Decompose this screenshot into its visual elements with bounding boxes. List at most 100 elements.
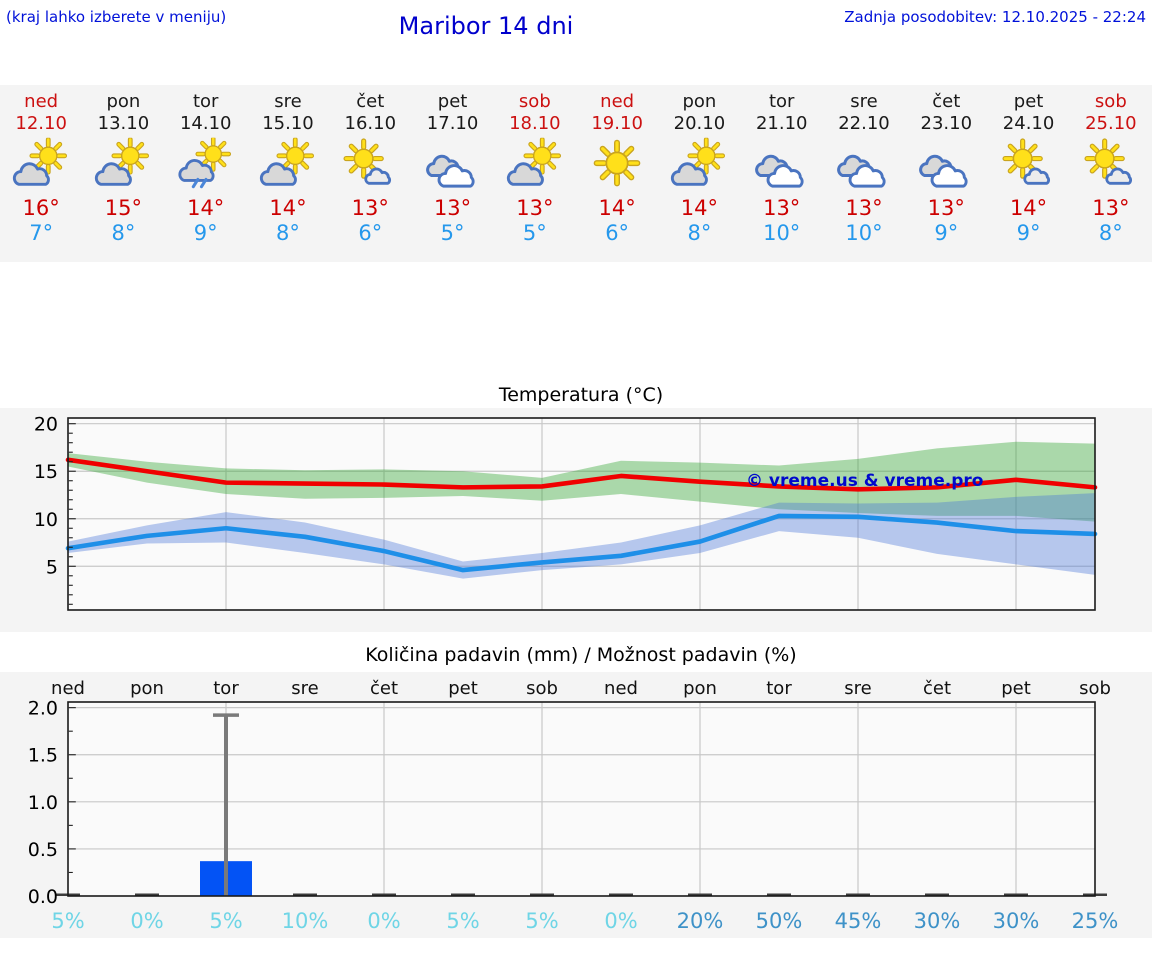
forecast-day-18.10[interactable]: sob 18.10 13° 5° xyxy=(494,85,576,262)
day-name: sob xyxy=(518,91,551,112)
temp-ytick-label: 20 xyxy=(34,414,58,436)
precip-day-label: čet xyxy=(370,678,398,699)
cloudy-icon xyxy=(753,136,811,192)
mostly-sunny-icon xyxy=(1082,136,1140,192)
precip-probability: 50% xyxy=(756,909,803,933)
day-name: pon xyxy=(682,91,717,112)
precip-probability: 5% xyxy=(525,909,558,933)
precipitation-chart: ned pon tor sre čet pet sob ned pon tor sre čet pet s… xyxy=(0,672,1152,938)
precip-probability: 10% xyxy=(282,909,329,933)
low-temp: 9° xyxy=(193,221,218,245)
precip-zero-mark xyxy=(135,893,159,896)
low-temp: 10° xyxy=(845,221,883,245)
mostly-sunny-icon xyxy=(1000,136,1058,192)
low-temp: 8° xyxy=(1098,221,1123,245)
day-name: pet xyxy=(1013,91,1044,112)
forecast-day-23.10[interactable]: čet 23.10 13° 9° xyxy=(905,85,987,262)
forecast-day-20.10[interactable]: pon 20.10 14° 8° xyxy=(658,85,740,262)
day-date: 24.10 xyxy=(1002,113,1055,134)
forecast-strip: ned 12.10 16° 7° pon 13.10 15° 8° tor 14.10 14° 9° s… xyxy=(0,85,1152,262)
day-date: 17.10 xyxy=(426,113,479,134)
day-date: 23.10 xyxy=(920,113,973,134)
high-temp: 13° xyxy=(351,196,389,220)
watermark-link[interactable]: © vreme.us & vreme.pro xyxy=(746,471,983,491)
temp-axis-ticks xyxy=(68,423,76,605)
precip-day-label: sob xyxy=(526,678,558,699)
day-date: 20.10 xyxy=(673,113,726,134)
day-date: 12.10 xyxy=(15,113,67,134)
cloudy-icon xyxy=(835,136,893,192)
precip-day-label: sre xyxy=(291,678,318,699)
high-temp: 14° xyxy=(187,196,225,220)
partly-cloudy-icon xyxy=(259,136,317,192)
low-temp: 9° xyxy=(934,221,959,245)
precip-ytick-label: 2.0 xyxy=(28,698,58,720)
forecast-day-24.10[interactable]: pet 24.10 14° 9° xyxy=(987,85,1069,262)
precip-day-label: čet xyxy=(923,678,951,699)
precip-axis-ticks xyxy=(68,707,76,874)
low-temp: 10° xyxy=(763,221,801,245)
forecast-day-14.10[interactable]: tor 14.10 14° 9° xyxy=(165,85,247,262)
forecast-day-21.10[interactable]: tor 21.10 13° 10° xyxy=(741,85,823,262)
precip-whisker xyxy=(213,713,239,896)
partly-cloudy-icon xyxy=(506,136,564,192)
partly-cloudy-icon xyxy=(94,136,152,192)
temp-chart-title: Temperatura (°C) xyxy=(498,384,664,406)
precip-probability: 30% xyxy=(914,909,961,933)
day-date: 19.10 xyxy=(591,113,643,134)
high-temp: 14° xyxy=(269,196,307,220)
day-date: 21.10 xyxy=(755,113,808,134)
temp-ytick-label: 15 xyxy=(34,461,58,483)
forecast-day-12.10[interactable]: ned 12.10 16° 7° xyxy=(0,85,82,262)
temp-ytick-label: 5 xyxy=(46,556,58,578)
forecast-day-15.10[interactable]: sre 15.10 14° 8° xyxy=(247,85,329,262)
precip-zero-mark xyxy=(451,893,475,896)
forecast-day-16.10[interactable]: čet 16.10 13° 6° xyxy=(329,85,411,262)
precip-probability: 5% xyxy=(51,909,84,933)
forecast-day-19.10[interactable]: ned 19.10 14° 6° xyxy=(576,85,658,262)
temp-plot-frame xyxy=(67,417,1096,611)
high-temp: 13° xyxy=(433,196,472,220)
precip-day-label: pon xyxy=(683,678,717,699)
forecast-day-17.10[interactable]: pet 17.10 13° 5° xyxy=(411,85,493,262)
precip-zero-mark xyxy=(846,893,870,896)
day-name: sre xyxy=(850,91,878,112)
precip-zero-mark xyxy=(530,893,554,896)
day-date: 16.10 xyxy=(344,113,397,134)
max-temp-line xyxy=(65,457,1098,492)
day-name: čet xyxy=(932,91,961,112)
day-date: 22.10 xyxy=(838,113,890,134)
partly-cloudy-rain-icon xyxy=(177,136,235,192)
forecast-day-25.10[interactable]: sob 25.10 13° 8° xyxy=(1070,85,1152,262)
location-hint[interactable]: (kraj lahko izberete v meniju) xyxy=(6,8,227,26)
high-temp: 14° xyxy=(598,196,636,220)
forecast-day-22.10[interactable]: sre 22.10 13° 10° xyxy=(823,85,905,262)
high-temp: 14° xyxy=(1009,196,1048,220)
high-temp: 13° xyxy=(1092,196,1130,220)
precip-zero-mark xyxy=(372,893,396,896)
precip-day-label: sre xyxy=(844,678,871,699)
precip-ytick-label: 0.5 xyxy=(28,839,58,861)
high-temp: 15° xyxy=(104,196,143,220)
precip-zero-mark xyxy=(925,893,949,896)
low-temp: 8° xyxy=(111,221,136,245)
day-name: pet xyxy=(437,91,468,112)
low-temp: 9° xyxy=(1016,221,1041,245)
precip-day-label: sob xyxy=(1079,678,1111,699)
forecast-day-13.10[interactable]: pon 13.10 15° 8° xyxy=(82,85,164,262)
precip-ytick-label: 1.0 xyxy=(28,792,58,814)
last-update: Zadnja posodobitev: 12.10.2025 - 22:24 xyxy=(844,8,1146,26)
precip-day-label: tor xyxy=(766,678,792,699)
high-temp: 13° xyxy=(845,196,883,220)
precip-probability: 25% xyxy=(1072,909,1119,933)
clear-sunny-icon xyxy=(588,136,646,192)
precip-probability: 5% xyxy=(209,909,242,933)
low-temp: 7° xyxy=(29,221,54,245)
temp-plot-area xyxy=(68,418,1095,610)
day-name: tor xyxy=(768,91,795,112)
high-temp: 16° xyxy=(22,196,60,220)
day-name: ned xyxy=(24,91,59,112)
page-title: Maribor 14 dni xyxy=(398,12,574,40)
precip-plot-frame xyxy=(67,701,1096,897)
